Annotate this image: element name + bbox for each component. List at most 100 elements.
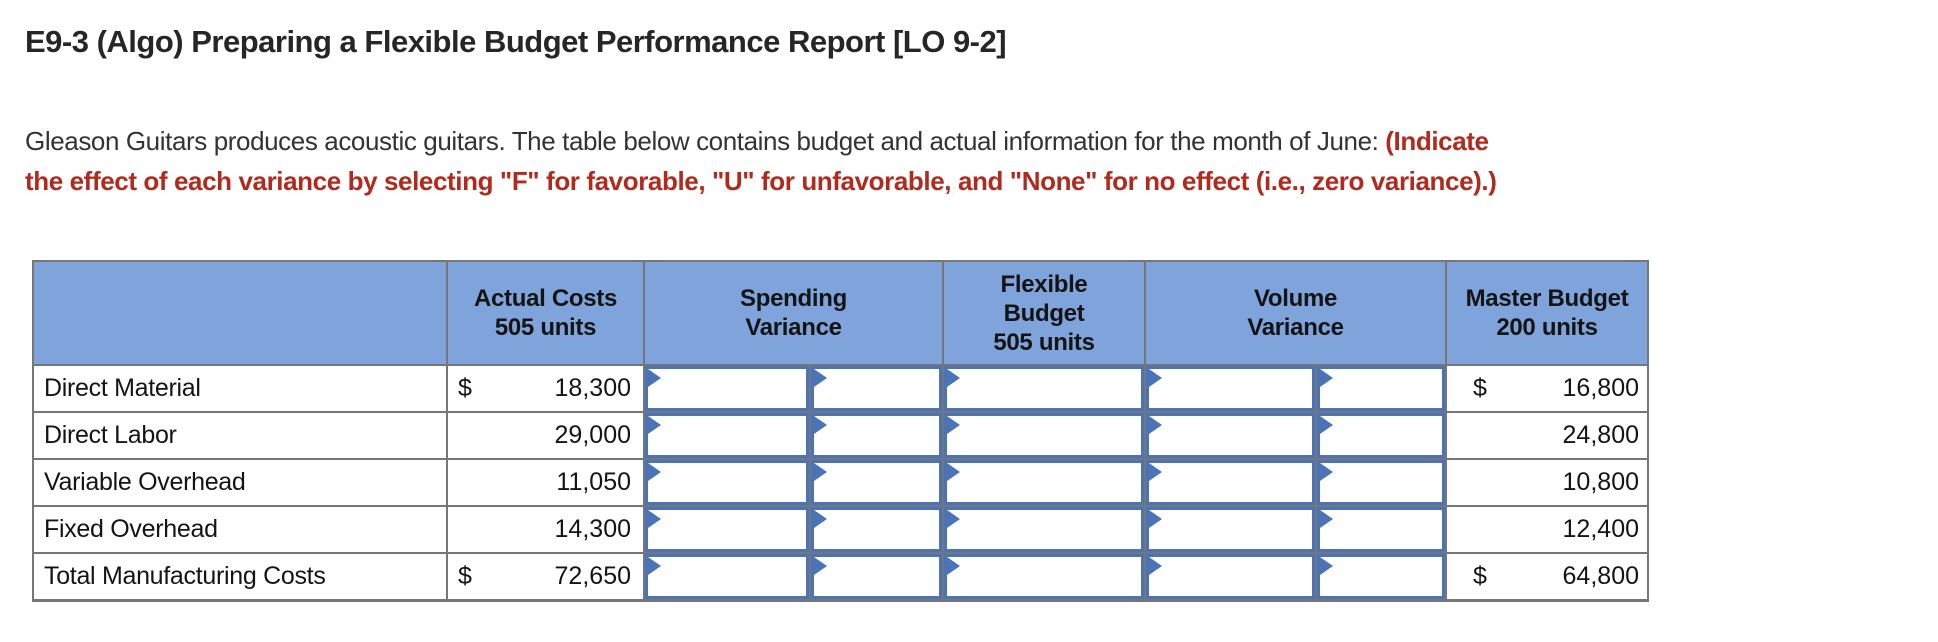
flexible-budget-input[interactable] — [944, 460, 1144, 505]
master-budget-cell: $64,800 — [1445, 552, 1649, 602]
spending-effect-cell — [809, 505, 944, 554]
actual-cost-cell: 11,050 — [446, 458, 645, 507]
master-budget-value: 16,800 — [1562, 374, 1639, 402]
volume-variance-input[interactable] — [1146, 366, 1315, 411]
spending-variance-input[interactable] — [645, 413, 809, 458]
spending-variance-cell — [643, 552, 811, 602]
spending-effect-input[interactable] — [811, 554, 942, 599]
cell-flag-icon — [648, 510, 661, 528]
row-label: Direct Material — [32, 364, 448, 413]
flexible-budget-cell — [942, 364, 1146, 413]
cell-flag-icon — [947, 463, 960, 481]
row-label: Variable Overhead — [32, 458, 448, 507]
cell-flag-icon — [947, 510, 960, 528]
header-volume-variance: Volume Variance — [1144, 260, 1447, 366]
spending-effect-input[interactable] — [811, 507, 942, 552]
flexible-budget-cell — [942, 411, 1146, 460]
spending-effect-cell — [809, 552, 944, 602]
volume-effect-input[interactable] — [1317, 460, 1445, 505]
cell-flag-icon — [1149, 557, 1162, 575]
cell-flag-icon — [1149, 463, 1162, 481]
master-budget-cell: 10,800 — [1445, 458, 1649, 507]
flexible-budget-input[interactable] — [944, 507, 1144, 552]
budget-performance-table: Actual Costs 505 units Spending Variance… — [32, 260, 1649, 602]
actual-cost-cell: 14,300 — [446, 505, 645, 554]
spending-variance-input[interactable] — [645, 366, 809, 411]
volume-effect-input[interactable] — [1317, 366, 1445, 411]
master-budget-cell: $16,800 — [1445, 364, 1649, 413]
actual-cost-value: 29,000 — [554, 421, 631, 449]
volume-variance-input[interactable] — [1146, 554, 1315, 599]
volume-effect-input[interactable] — [1317, 554, 1445, 599]
flexible-budget-cell — [942, 505, 1146, 554]
spending-effect-input[interactable] — [811, 460, 942, 505]
master-budget-value: 24,800 — [1562, 421, 1639, 449]
spending-variance-cell — [643, 411, 811, 460]
spending-variance-input[interactable] — [645, 460, 809, 505]
volume-effect-cell — [1315, 411, 1447, 460]
cell-flag-icon — [1149, 369, 1162, 387]
cell-flag-icon — [814, 369, 827, 387]
actual-cost-cell: $18,300 — [446, 364, 645, 413]
spending-variance-input[interactable] — [645, 507, 809, 552]
cell-flag-icon — [947, 416, 960, 434]
volume-effect-cell — [1315, 458, 1447, 507]
table-row: Fixed Overhead 14,300 12,400 — [32, 505, 1649, 554]
cell-flag-icon — [648, 416, 661, 434]
spending-effect-cell — [809, 458, 944, 507]
volume-effect-cell — [1315, 552, 1447, 602]
volume-variance-cell — [1144, 458, 1317, 507]
actual-cost-value: 72,650 — [554, 561, 631, 590]
actual-cost-value: 11,050 — [556, 468, 631, 496]
page-title: E9-3 (Algo) Preparing a Flexible Budget … — [25, 24, 1007, 59]
cell-flag-icon — [814, 510, 827, 528]
flexible-budget-input[interactable] — [944, 366, 1144, 411]
header-row: Actual Costs 505 units Spending Variance… — [32, 260, 1649, 366]
flexible-budget-input[interactable] — [944, 413, 1144, 458]
volume-effect-input[interactable] — [1317, 413, 1445, 458]
volume-effect-cell — [1315, 364, 1447, 413]
header-actual-costs: Actual Costs 505 units — [446, 260, 645, 366]
volume-variance-input[interactable] — [1146, 507, 1315, 552]
master-budget-value: 64,800 — [1562, 561, 1639, 590]
volume-effect-input[interactable] — [1317, 507, 1445, 552]
currency-symbol: $ — [1473, 561, 1487, 590]
cell-flag-icon — [814, 463, 827, 481]
cell-flag-icon — [648, 557, 661, 575]
cell-flag-icon — [947, 369, 960, 387]
cell-flag-icon — [814, 416, 827, 434]
flexible-budget-cell — [942, 458, 1146, 507]
spending-variance-cell — [643, 458, 811, 507]
row-label: Direct Labor — [32, 411, 448, 460]
spending-effect-input[interactable] — [811, 413, 942, 458]
volume-variance-input[interactable] — [1146, 413, 1315, 458]
actual-cost-cell: $72,650 — [446, 552, 645, 602]
master-budget-value: 10,800 — [1562, 468, 1639, 496]
actual-cost-value: 18,300 — [554, 374, 631, 402]
intro-text: Gleason Guitars produces acoustic guitar… — [25, 126, 1379, 156]
flexible-budget-cell — [942, 552, 1146, 602]
cell-flag-icon — [947, 557, 960, 575]
spending-variance-cell — [643, 364, 811, 413]
cell-flag-icon — [1320, 369, 1333, 387]
table-row: Total Manufacturing Costs $72,650 $64,80… — [32, 552, 1649, 602]
cell-flag-icon — [1320, 463, 1333, 481]
header-spending-variance: Spending Variance — [643, 260, 944, 366]
row-label: Fixed Overhead — [32, 505, 448, 554]
table-row: Direct Material $18,300 $16,800 — [32, 364, 1649, 413]
header-blank — [32, 260, 448, 366]
spending-effect-cell — [809, 364, 944, 413]
volume-variance-cell — [1144, 552, 1317, 602]
master-budget-value: 12,400 — [1562, 515, 1639, 543]
flexible-budget-input[interactable] — [944, 554, 1144, 599]
header-flexible-budget: Flexible Budget 505 units — [942, 260, 1146, 366]
volume-variance-cell — [1144, 505, 1317, 554]
currency-symbol: $ — [1473, 374, 1487, 402]
spending-effect-input[interactable] — [811, 366, 942, 411]
volume-variance-input[interactable] — [1146, 460, 1315, 505]
currency-symbol: $ — [458, 561, 472, 590]
header-master-budget: Master Budget 200 units — [1445, 260, 1649, 366]
spending-variance-input[interactable] — [645, 554, 809, 599]
intro-paragraph: Gleason Guitars produces acoustic guitar… — [25, 121, 1905, 201]
